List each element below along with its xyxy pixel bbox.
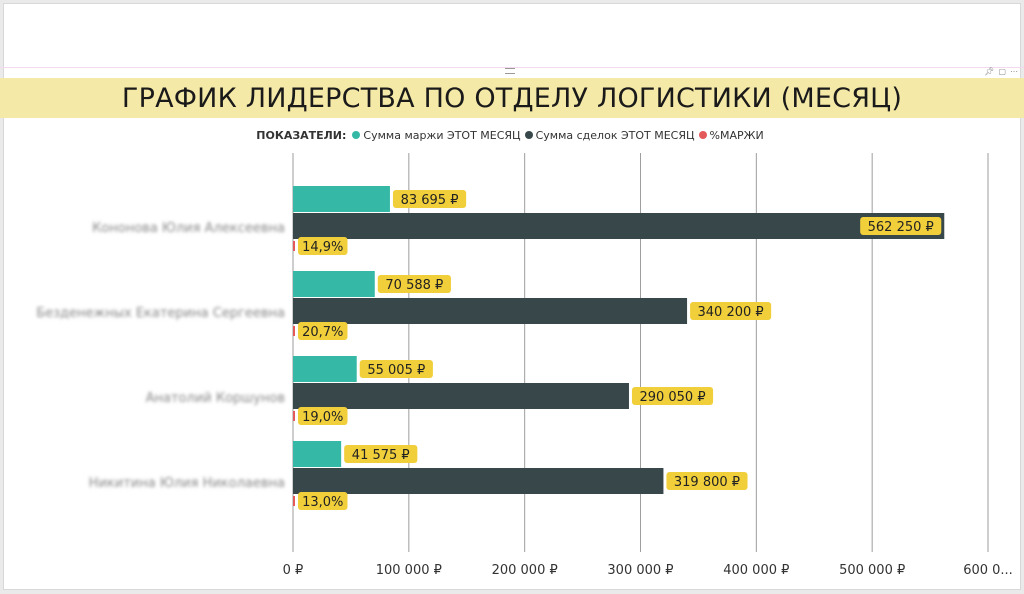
data-label-background xyxy=(860,217,942,235)
legend-item-deals-sum[interactable]: Сумма сделок ЭТОТ МЕСЯЦ xyxy=(524,128,695,142)
more-options-icon[interactable]: ⋯ xyxy=(1010,67,1018,76)
x-tick-label: 400 000 ₽ xyxy=(723,563,789,578)
data-label: 319 800 ₽ xyxy=(674,475,740,490)
data-label-background xyxy=(690,302,772,320)
x-tick-label: 600 0... xyxy=(963,563,1013,578)
focus-mode-icon[interactable]: ▢ xyxy=(998,67,1006,76)
visual-header-icons: 📌︎ ▢ ⋯ xyxy=(984,67,1018,76)
data-label-background xyxy=(392,190,467,208)
margin-sum-bar[interactable] xyxy=(293,356,357,382)
category-label: Кононова Юлия Алексеевна xyxy=(92,221,285,236)
legend-dot-icon xyxy=(698,131,707,139)
deals-sum-bar[interactable] xyxy=(293,468,664,494)
legend-label: Сумма сделок ЭТОТ МЕСЯЦ xyxy=(535,128,695,142)
margin-sum-bar[interactable] xyxy=(293,186,390,212)
legend-title: ПОКАЗАТЕЛИ: xyxy=(256,128,347,142)
data-label: 340 200 ₽ xyxy=(698,305,764,320)
chart-title: ГРАФИК ЛИДЕРСТВА ПО ОТДЕЛУ ЛОГИСТИКИ (МЕ… xyxy=(121,82,903,114)
data-label: 13,0% xyxy=(302,495,343,510)
chart-title-bar: ГРАФИК ЛИДЕРСТВА ПО ОТДЕЛУ ЛОГИСТИКИ (МЕ… xyxy=(0,78,1024,118)
data-label-background xyxy=(359,360,433,378)
deals-sum-bar[interactable] xyxy=(293,298,688,324)
margin-pct-bar[interactable] xyxy=(293,326,295,336)
category-label: Анатолий Коршунов xyxy=(146,391,285,406)
legend-item-margin-pct[interactable]: %МАРЖИ xyxy=(698,128,764,142)
data-label: 562 250 ₽ xyxy=(868,220,934,235)
data-label: 20,7% xyxy=(302,325,343,340)
margin-pct-bar[interactable] xyxy=(293,411,295,421)
legend-label: %МАРЖИ xyxy=(709,128,764,142)
margin-sum-bar[interactable] xyxy=(293,271,375,297)
deals-sum-bar[interactable] xyxy=(293,383,629,409)
data-label-background xyxy=(298,322,348,340)
category-label: Безденежных Екатерина Сергеевна xyxy=(36,306,285,321)
chart-legend: ПОКАЗАТЕЛИ: Сумма маржи ЭТОТ МЕСЯЦ Сумма… xyxy=(0,127,1024,143)
data-label-background xyxy=(298,237,348,255)
x-tick-label: 200 000 ₽ xyxy=(492,563,558,578)
x-tick-label: 0 ₽ xyxy=(283,563,304,578)
data-label-background xyxy=(344,445,418,463)
x-tick-label: 100 000 ₽ xyxy=(376,563,442,578)
data-label-background xyxy=(631,387,714,405)
data-label: 70 588 ₽ xyxy=(385,278,443,293)
data-label-background xyxy=(298,492,348,510)
x-axis: 0 ₽ 100 000 ₽ 200 000 ₽ 300 000 ₽ 400 000 ₽ 5… xyxy=(283,563,1013,578)
margin-pct-bar[interactable] xyxy=(293,241,295,251)
data-labels: 83 695 ₽ 562 250 ₽ 14,9% 70 588 ₽ 340 200 ₽ 2… xyxy=(298,190,942,510)
data-label: 19,0% xyxy=(302,410,343,425)
margin-pct-bar[interactable] xyxy=(293,496,295,506)
visual-border xyxy=(0,67,1024,68)
data-label-background xyxy=(666,472,748,490)
legend-dot-icon xyxy=(524,131,533,139)
data-label: 55 005 ₽ xyxy=(367,363,425,378)
deals-sum-bar[interactable] xyxy=(293,213,945,239)
data-label: 290 050 ₽ xyxy=(639,390,705,405)
legend-dot-icon xyxy=(352,131,361,139)
margin-sum-bar[interactable] xyxy=(293,441,342,467)
data-label-background xyxy=(377,275,451,293)
data-label-background xyxy=(298,407,348,425)
drag-handle-icon[interactable] xyxy=(505,68,515,74)
x-tick-label: 300 000 ₽ xyxy=(607,563,673,578)
data-label: 14,9% xyxy=(302,240,343,255)
pin-icon[interactable]: 📌︎ xyxy=(984,67,995,76)
legend-label: Сумма маржи ЭТОТ МЕСЯЦ xyxy=(363,128,521,142)
bars xyxy=(293,186,945,506)
data-label: 83 695 ₽ xyxy=(401,193,459,208)
legend-item-margin-sum[interactable]: Сумма маржи ЭТОТ МЕСЯЦ xyxy=(352,128,521,142)
y-axis-categories: Кононова Юлия Алексеевна Безденежных Екат… xyxy=(36,221,285,491)
category-label: Никитина Юлия Николаевна xyxy=(89,476,285,491)
data-label: 41 575 ₽ xyxy=(352,448,410,463)
x-tick-label: 500 000 ₽ xyxy=(839,563,905,578)
